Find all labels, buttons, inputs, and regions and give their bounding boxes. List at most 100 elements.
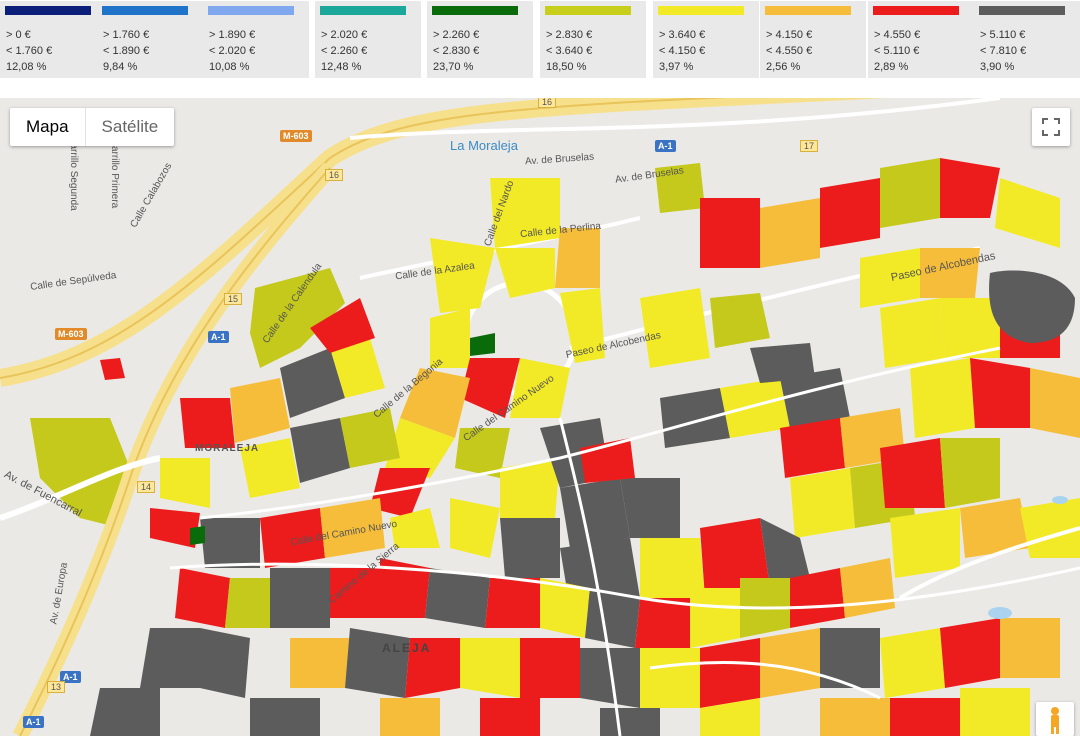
parcel: [690, 588, 740, 648]
parcel: [270, 568, 330, 628]
legend-percent: 23,70 %: [433, 61, 474, 73]
satellite-view-button[interactable]: Satélite: [101, 117, 159, 136]
legend-max: < 4.550 €: [766, 45, 813, 57]
parcel: [405, 638, 460, 698]
legend-percent: 12,48 %: [321, 61, 362, 73]
parcel: [640, 288, 710, 368]
legend-percent: 2,89 %: [874, 61, 909, 73]
road-number: 16: [538, 98, 557, 108]
legend-swatch: [208, 6, 294, 15]
legend-item: > 4.550 € < 5.110 € 2,89 %: [868, 1, 974, 78]
legend-item: > 2.830 € < 3.640 € 18,50 %: [540, 1, 646, 78]
parcel: [820, 178, 880, 248]
parcel: [180, 398, 235, 448]
parcel: [495, 248, 555, 298]
parcel: [225, 578, 280, 628]
park-area: [250, 268, 345, 368]
parcel: [970, 358, 1030, 428]
water: [1052, 496, 1068, 504]
parcel: [780, 368, 850, 428]
parcel: [260, 508, 325, 568]
parcel: [640, 648, 700, 708]
street: [169, 562, 1080, 610]
parcel: [430, 238, 495, 313]
legend-max: < 5.110 €: [874, 45, 920, 57]
parcel: [330, 568, 380, 618]
legend-max: < 3.640 €: [546, 45, 593, 57]
legend-swatch: [102, 6, 188, 15]
legend-swatch: [658, 6, 744, 15]
map-graphics: [0, 98, 1080, 736]
parcel: [280, 348, 345, 418]
parcel: [90, 688, 160, 736]
parcel: [600, 708, 660, 736]
legend-item: > 1.890 € < 2.020 € 10,08 %: [203, 1, 309, 78]
road: [349, 98, 1001, 140]
road-number: 16: [325, 169, 344, 181]
parcel: [430, 308, 470, 368]
parcel: [555, 228, 600, 288]
parcel: [390, 508, 440, 548]
road-number: 17: [800, 140, 819, 152]
parcel: [995, 178, 1060, 248]
water: [988, 607, 1012, 619]
parcel: [760, 628, 820, 698]
legend-item: > 4.150 € < 4.550 € 2,56 %: [760, 1, 866, 78]
parcel: [450, 498, 500, 558]
parcel: [700, 638, 760, 708]
parcel: [750, 343, 815, 383]
road: [0, 455, 161, 521]
map-canvas[interactable]: La Moraleja Av. de Bruselas Av. de Bruse…: [0, 98, 1080, 736]
legend-max: < 2.830 €: [433, 45, 480, 57]
legend-percent: 18,50 %: [546, 61, 587, 73]
parcel: [480, 698, 540, 736]
legend-min: > 2.020 €: [321, 29, 368, 41]
parcel: [580, 648, 640, 708]
parcel: [240, 438, 300, 498]
parcel: [920, 248, 980, 298]
map-view-button[interactable]: Mapa: [26, 117, 69, 136]
road-shield: A-1: [60, 671, 81, 683]
parcel: [620, 478, 680, 538]
street-view-button[interactable]: [1036, 702, 1074, 736]
parcel: [880, 158, 940, 228]
parcel: [890, 698, 960, 736]
fullscreen-button[interactable]: [1032, 108, 1070, 146]
parcel: [940, 618, 1000, 688]
parcels: [90, 158, 1080, 736]
legend-min: > 2.830 €: [546, 29, 593, 41]
parcel: [635, 598, 690, 648]
street-label: Carrillo Primera: [109, 138, 121, 209]
parcel: [880, 628, 945, 698]
fullscreen-icon: [1042, 118, 1060, 136]
parcel: [560, 478, 630, 548]
parcel: [400, 368, 470, 438]
parcel: [560, 288, 605, 363]
legend-min: > 4.150 €: [766, 29, 813, 41]
parcel: [370, 468, 430, 518]
parcel: [960, 688, 1030, 736]
legend-item: > 5.110 € < 7.810 € 3,90 %: [974, 1, 1080, 78]
parcel: [500, 518, 560, 578]
legend-swatch: [873, 6, 959, 15]
legend-swatch: [5, 6, 91, 15]
legend-max: < 2.260 €: [321, 45, 368, 57]
parcel: [790, 468, 855, 538]
parcel: [910, 358, 975, 438]
parcel: [310, 298, 375, 353]
parcel: [820, 698, 890, 736]
legend-min: > 2.260 €: [433, 29, 480, 41]
road-shield: M-603: [55, 328, 87, 340]
legend-max: < 4.150 €: [659, 45, 706, 57]
legend-min: > 3.640 €: [659, 29, 706, 41]
parcel: [490, 178, 560, 248]
poi-label[interactable]: La Moraleja: [450, 138, 518, 153]
legend-min: > 1.760 €: [103, 29, 150, 41]
legend-swatch: [545, 6, 631, 15]
legend-item: > 0 € < 1.760 € 12,08 %: [0, 1, 106, 78]
parcel: [710, 293, 770, 348]
highway-edge: [0, 98, 727, 379]
road-number: 14: [137, 481, 156, 493]
street: [649, 660, 881, 700]
legend-min: > 5.110 €: [980, 29, 1026, 41]
